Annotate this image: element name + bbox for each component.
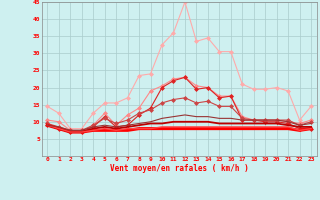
X-axis label: Vent moyen/en rafales ( km/h ): Vent moyen/en rafales ( km/h ) <box>110 164 249 173</box>
